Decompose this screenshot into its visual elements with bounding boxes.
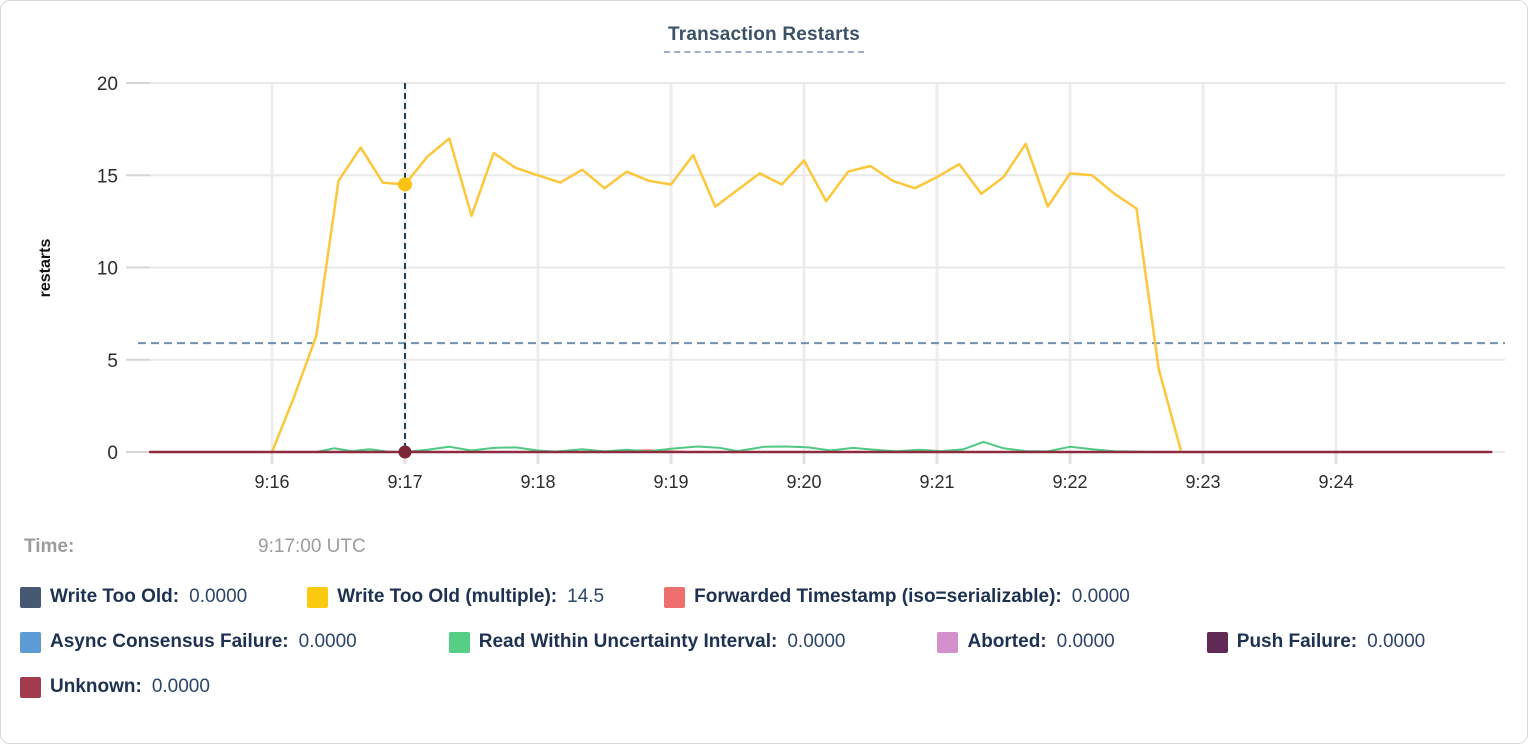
legend-item: Push Failure: 0.0000 bbox=[1206, 631, 1426, 653]
legend-label: Push Failure: bbox=[1236, 631, 1358, 652]
legend-item: Forwarded Timestamp (iso=serializable): 0… bbox=[664, 586, 1130, 608]
y-axis-tick-label: 15 bbox=[97, 166, 118, 187]
hover-time-label: Time: bbox=[24, 536, 75, 557]
legend-label: Aborted: bbox=[967, 631, 1047, 652]
legend-color-swatch bbox=[20, 586, 41, 608]
x-axis-tick-label: 9:19 bbox=[653, 472, 688, 492]
legend-color-swatch bbox=[937, 631, 959, 653]
legend-item: Aborted: 0.0000 bbox=[937, 631, 1115, 653]
legend-value: 0.0000 bbox=[787, 631, 846, 652]
hover-time-value: 9:17:00 UTC bbox=[258, 536, 366, 557]
legend-label: Async Consensus Failure: bbox=[50, 631, 289, 652]
y-axis-tick-label: 10 bbox=[97, 259, 118, 280]
legend-color-swatch bbox=[448, 631, 470, 653]
legend-color-swatch bbox=[20, 631, 41, 653]
chart-title-wrap: Transaction Restarts bbox=[0, 24, 1528, 53]
legend-item: Write Too Old (multiple): 14.5 bbox=[307, 586, 604, 608]
legend-color-swatch bbox=[664, 586, 686, 608]
legend-value: 0.0000 bbox=[151, 676, 210, 697]
chart-title[interactable]: Transaction Restarts bbox=[664, 24, 864, 53]
x-axis-tick-label: 9:22 bbox=[1052, 472, 1087, 492]
series-line-read-within-uncertainty-interval bbox=[315, 440, 1160, 453]
legend-label: Unknown: bbox=[50, 676, 142, 697]
legend-color-swatch bbox=[307, 586, 329, 608]
legend-label: Write Too Old: bbox=[50, 586, 180, 607]
series-line-write-too-old-multiple- bbox=[270, 137, 1183, 454]
legend-value: 0.0000 bbox=[189, 586, 248, 607]
x-axis-tick-label: 9:23 bbox=[1185, 472, 1220, 492]
legend-value: 0.0000 bbox=[298, 631, 357, 652]
y-axis-tick-label: 20 bbox=[97, 74, 118, 95]
y-axis-tick-label: 0 bbox=[107, 443, 118, 464]
x-axis-tick-label: 9:24 bbox=[1318, 472, 1353, 492]
legend-label: Write Too Old (multiple): bbox=[337, 586, 558, 607]
hover-marker-unknown bbox=[398, 445, 412, 459]
legend-value: 0.0000 bbox=[1367, 631, 1426, 652]
hover-marker-write-too-old-multiple- bbox=[398, 177, 412, 192]
legend-color-swatch bbox=[20, 676, 41, 698]
legend-item: Async Consensus Failure: 0.0000 bbox=[20, 631, 357, 653]
x-axis-tick-label: 9:20 bbox=[786, 472, 821, 492]
x-axis-tick-label: 9:17 bbox=[387, 472, 422, 492]
legend-value: 14.5 bbox=[567, 586, 605, 607]
legend-label: Read Within Uncertainty Interval: bbox=[478, 631, 778, 652]
legend-item: Unknown: 0.0000 bbox=[20, 676, 210, 698]
chart-legend: Write Too Old: 0.0000 Write Too Old (multi… bbox=[20, 586, 1508, 721]
legend-row: Async Consensus Failure: 0.0000 Read Withi… bbox=[20, 631, 1508, 653]
transaction-restarts-chart[interactable]: 9:16 9:17 9:18 9:19 9:20 9:21 9:22 9:23 9:24 0 5 10… bbox=[0, 0, 1528, 520]
legend-label: Forwarded Timestamp (iso=serializable): bbox=[694, 586, 1062, 607]
y-axis-tick-label: 5 bbox=[107, 351, 118, 372]
x-axis-tick-label: 9:21 bbox=[919, 472, 954, 492]
legend-value: 0.0000 bbox=[1071, 586, 1130, 607]
x-axis-tick-label: 9:18 bbox=[520, 472, 555, 492]
legend-value: 0.0000 bbox=[1056, 631, 1115, 652]
hover-time-row: Time: 9:17:00 UTC bbox=[24, 536, 366, 558]
x-axis-tick-label: 9:16 bbox=[254, 472, 289, 492]
legend-item: Write Too Old: 0.0000 bbox=[20, 586, 247, 608]
legend-row: Unknown: 0.0000 bbox=[20, 676, 1508, 698]
y-axis-label: restarts bbox=[37, 239, 54, 298]
legend-row: Write Too Old: 0.0000 Write Too Old (multi… bbox=[20, 586, 1508, 608]
legend-color-swatch bbox=[1206, 631, 1228, 653]
legend-item: Read Within Uncertainty Interval: 0.0000 bbox=[448, 631, 846, 653]
